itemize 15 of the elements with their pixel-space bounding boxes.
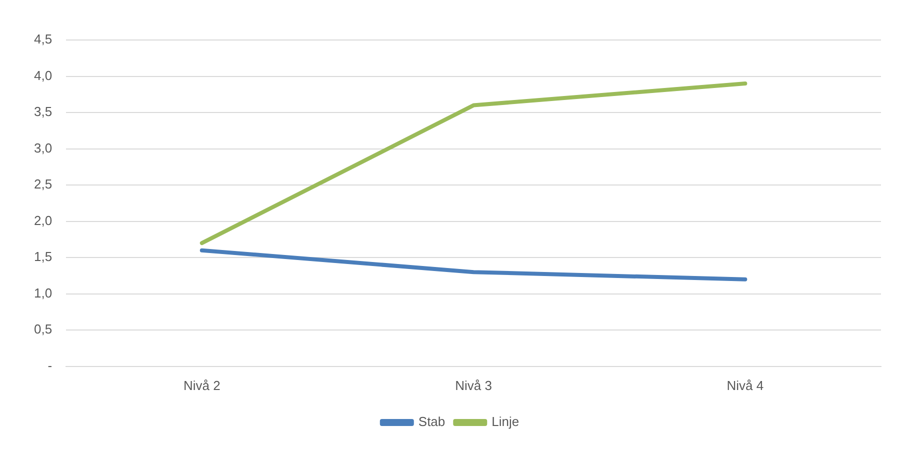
y-tick-label: - [48, 358, 52, 373]
x-tick-label: Nivå 3 [455, 378, 492, 393]
y-tick-label: 2,0 [34, 212, 52, 228]
y-tick-label: 4,0 [34, 68, 52, 83]
y-tick-label: 2,5 [34, 176, 52, 192]
y-tick-label: 0,5 [34, 322, 52, 337]
y-tick-label: 4,5 [34, 32, 52, 47]
y-tick-label: 3,0 [34, 140, 52, 156]
x-tick-label: Nivå 2 [183, 378, 220, 393]
legend-label: Linje [492, 414, 520, 430]
y-tick-label: 1,5 [34, 249, 52, 264]
legend-label: Stab [418, 414, 446, 430]
x-tick-label: Nivå 4 [726, 378, 764, 393]
y-tick-label: 3,5 [34, 104, 52, 120]
y-tick-label: 1,0 [34, 285, 52, 300]
